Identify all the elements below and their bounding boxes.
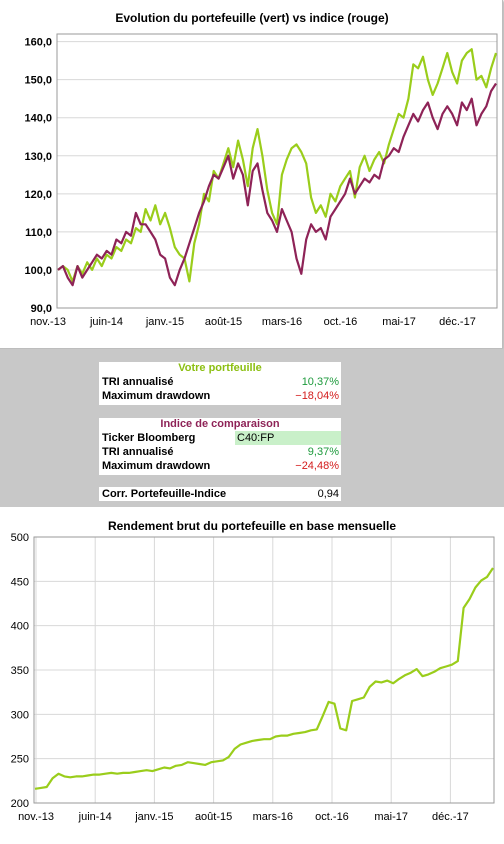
- correlation-label: Corr. Portefeuille-Indice: [102, 488, 227, 500]
- portfolio-box-title: Votre portfeuille: [178, 362, 262, 374]
- portfolio-stats-box: Votre portfeuille TRI annualisé 10,37% M…: [99, 362, 341, 405]
- index-drawdown-row: Maximum drawdown −24,48%: [99, 459, 341, 473]
- stats-band: Votre portfeuille TRI annualisé 10,37% M…: [0, 349, 504, 507]
- y-tick-label: 140,0: [24, 113, 52, 125]
- y-tick-label: 90,0: [31, 303, 52, 315]
- series-line-primary: [34, 567, 494, 790]
- correlation-box: Corr. Portefeuille-Indice 0,94: [99, 487, 341, 501]
- x-tick-label: août-15: [205, 316, 242, 328]
- x-tick-label: déc.-17: [439, 316, 476, 328]
- x-tick-label: mars-16: [262, 316, 302, 328]
- index-tri-label: TRI annualisé: [102, 446, 174, 458]
- plot-frame: [33, 536, 495, 804]
- y-tick-label: 150,0: [24, 75, 52, 87]
- index-stats-box: Indice de comparaison Ticker Bloomberg C…: [99, 418, 341, 475]
- x-tick-label: août-15: [195, 811, 232, 823]
- chart-1-title: Evolution du portefeuille (vert) vs indi…: [115, 11, 388, 25]
- y-tick-label: 300: [11, 709, 29, 721]
- index-box-title: Indice de comparaison: [160, 418, 280, 430]
- index-tri-row: TRI annualisé 9,37%: [99, 445, 341, 459]
- y-tick-label: 130,0: [24, 151, 52, 163]
- y-tick-label: 160,0: [24, 37, 52, 49]
- portfolio-vs-index-chart: Evolution du portefeuille (vert) vs indi…: [24, 11, 498, 328]
- x-tick-label: nov.-13: [18, 811, 54, 823]
- portfolio-drawdown-row: Maximum drawdown −18,04%: [99, 389, 341, 403]
- monthly-return-chart: Rendement brut du portefeuille en base m…: [11, 519, 495, 823]
- index-tri-value: 9,37%: [307, 446, 339, 458]
- index-ticker-row: Ticker Bloomberg C40:FP: [99, 431, 341, 445]
- y-tick-label: 100,0: [24, 265, 52, 277]
- x-tick-label: juin-14: [89, 316, 123, 328]
- y-tick-label: 500: [11, 532, 29, 544]
- y-tick-label: 400: [11, 621, 29, 633]
- portfolio-tri-value: 10,37%: [301, 376, 339, 388]
- x-tick-label: juin-14: [78, 811, 112, 823]
- x-tick-label: nov.-13: [30, 316, 66, 328]
- series-line-primary: [57, 48, 498, 283]
- x-tick-label: mai-17: [382, 316, 416, 328]
- chart-2-title: Rendement brut du portefeuille en base m…: [108, 519, 396, 533]
- portfolio-drawdown-label: Maximum drawdown: [102, 390, 211, 402]
- correlation-value: 0,94: [317, 488, 339, 500]
- index-drawdown-value: −24,48%: [295, 460, 339, 472]
- y-tick-label: 450: [11, 576, 29, 588]
- y-tick-label: 120,0: [24, 189, 52, 201]
- x-tick-label: oct.-16: [315, 811, 349, 823]
- x-tick-label: oct.-16: [324, 316, 358, 328]
- portfolio-tri-row: TRI annualisé 10,37%: [99, 375, 341, 389]
- y-tick-label: 200: [11, 798, 29, 810]
- x-tick-label: mars-16: [253, 811, 293, 823]
- correlation-row: Corr. Portefeuille-Indice 0,94: [99, 487, 341, 501]
- index-ticker-label: Ticker Bloomberg: [102, 432, 196, 444]
- plot-frame: [56, 33, 498, 309]
- index-ticker-value[interactable]: C40:FP: [235, 431, 341, 445]
- portfolio-drawdown-value: −18,04%: [295, 390, 339, 402]
- x-tick-label: janv.-15: [145, 316, 184, 328]
- x-tick-label: janv.-15: [134, 811, 173, 823]
- series-line-secondary: [57, 82, 497, 287]
- index-drawdown-label: Maximum drawdown: [102, 460, 211, 472]
- y-tick-label: 350: [11, 665, 29, 677]
- x-tick-label: déc.-17: [432, 811, 469, 823]
- x-tick-label: mai-17: [374, 811, 408, 823]
- y-tick-label: 250: [11, 754, 29, 766]
- portfolio-tri-label: TRI annualisé: [102, 376, 174, 388]
- y-tick-label: 110,0: [25, 227, 52, 239]
- chart-1-panel: Evolution du portefeuille (vert) vs indi…: [0, 0, 503, 349]
